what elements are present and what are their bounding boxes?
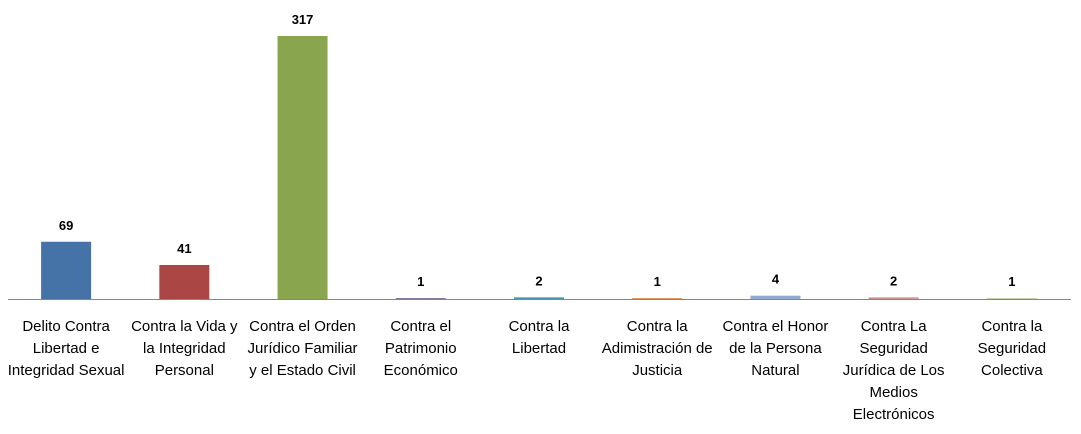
x-tick-label: Contra el Orden Jurídico Familiar y el E…: [247, 318, 358, 379]
data-label: 1: [1008, 274, 1015, 289]
data-label: 317: [292, 12, 314, 27]
bar: [986, 298, 1037, 299]
data-label: 1: [654, 274, 661, 289]
data-label: 4: [772, 272, 780, 287]
x-tick-label: Delito Contra Libertad e Integridad Sexu…: [7, 318, 125, 379]
bar: [41, 241, 92, 299]
bar: [159, 264, 210, 299]
bar: [514, 297, 564, 299]
data-label: 1: [417, 274, 424, 289]
x-tick-label: Contra la Vida y la Integridad Personal: [131, 318, 238, 379]
bar: [632, 298, 683, 299]
x-tick-label: Contra la Adimistración de Justicia: [601, 318, 713, 379]
bar: [395, 298, 446, 299]
x-tick-label: Contra la Libertad: [508, 318, 570, 357]
x-tick-label: Contra la Seguridad Colectiva: [977, 318, 1047, 379]
x-tick-label: Contra La Seguridad Jurídica de Los Medi…: [842, 318, 945, 423]
bar: [868, 297, 919, 299]
data-label: 41: [177, 241, 191, 256]
data-label: 69: [59, 218, 73, 233]
bar: [750, 295, 801, 299]
data-label: 2: [890, 273, 897, 288]
data-label: 2: [535, 273, 542, 288]
x-tick-label: Contra el Patrimonio Económico: [383, 318, 458, 379]
bar: [277, 36, 328, 299]
x-tick-label: Contra el Honor de la Persona Natural: [722, 318, 829, 379]
